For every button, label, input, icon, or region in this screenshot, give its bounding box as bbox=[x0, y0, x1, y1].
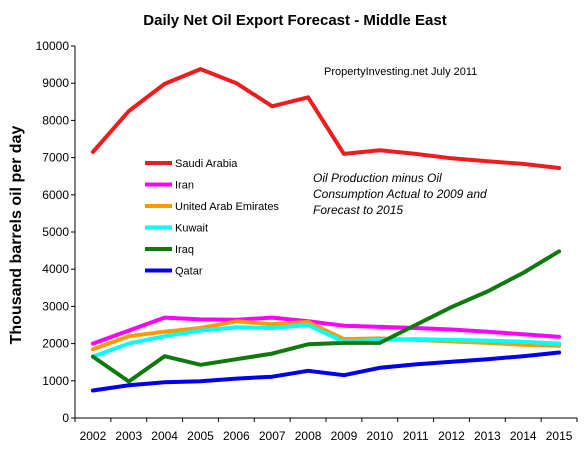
chart-title: Daily Net Oil Export Forecast - Middle E… bbox=[143, 12, 446, 29]
y-axis-label: Thousand barrels oil per day bbox=[8, 126, 25, 345]
series-line-iran bbox=[90, 315, 562, 346]
x-tick-label: 2004 bbox=[151, 429, 178, 443]
series-lines bbox=[90, 67, 562, 393]
legend-label-kuwait: Kuwait bbox=[175, 223, 208, 235]
y-tick-label: 3000 bbox=[42, 299, 69, 313]
x-tick-label: 2007 bbox=[259, 429, 286, 443]
legend-label-iran: Iran bbox=[175, 180, 194, 192]
x-tick-label: 2003 bbox=[115, 429, 142, 443]
y-tick-label: 2000 bbox=[42, 337, 69, 351]
legend-label-iraq: Iraq bbox=[175, 244, 194, 256]
series-line-qatar bbox=[90, 350, 562, 393]
x-tick-label: 2002 bbox=[80, 429, 107, 443]
legend-label-saudi-arabia: Saudi Arabia bbox=[175, 158, 238, 170]
x-tick-label: 2014 bbox=[510, 429, 537, 443]
x-tick-label: 2006 bbox=[223, 429, 250, 443]
y-tick-label: 6000 bbox=[42, 188, 69, 202]
y-tick-label: 5000 bbox=[42, 225, 69, 239]
y-tick-label: 0 bbox=[62, 411, 69, 425]
x-tick-label: 2012 bbox=[438, 429, 465, 443]
x-tick-label: 2010 bbox=[366, 429, 393, 443]
legend-label-qatar: Qatar bbox=[175, 266, 203, 278]
series-line-iraq bbox=[90, 249, 562, 384]
y-tick-label: 1000 bbox=[42, 374, 69, 388]
y-tick-label: 7000 bbox=[42, 151, 69, 165]
chart-note-line-3: Forecast to 2015 bbox=[313, 203, 403, 217]
legend: Saudi Arabia Iran United Arab Emirates Kuwa… bbox=[145, 158, 279, 278]
series-line-kuwait bbox=[90, 323, 562, 359]
x-tick-label: 2009 bbox=[331, 429, 358, 443]
x-ticks: 2002 2003 2004 2005 2006 2007 2008 2009 2010 2011… bbox=[74, 418, 578, 443]
y-tick-label: 10000 bbox=[36, 39, 70, 53]
y-tick-label: 9000 bbox=[42, 76, 69, 90]
x-tick-label: 2005 bbox=[187, 429, 214, 443]
series-line-united-arab-emirates bbox=[90, 319, 562, 352]
y-tick-label: 8000 bbox=[42, 113, 69, 127]
chart-credit: PropertyInvesting.net July 2011 bbox=[324, 66, 477, 78]
chart-note-line-2: Consumption Actual to 2009 and bbox=[313, 187, 487, 201]
chart-note-line-1: Oil Production minus Oil bbox=[313, 171, 442, 185]
y-tick-label: 4000 bbox=[42, 262, 69, 276]
series-line-saudi-arabia bbox=[90, 67, 562, 170]
x-tick-label: 2013 bbox=[474, 429, 501, 443]
x-tick-label: 2011 bbox=[403, 429, 429, 443]
legend-label-united-arab-emirates: United Arab Emirates bbox=[175, 201, 279, 213]
x-tick-label: 2008 bbox=[295, 429, 322, 443]
y-ticks: 0 1000 2000 3000 4000 5000 6000 7000 8000 9000 100… bbox=[36, 39, 75, 425]
x-tick-label: 2015 bbox=[546, 429, 573, 443]
